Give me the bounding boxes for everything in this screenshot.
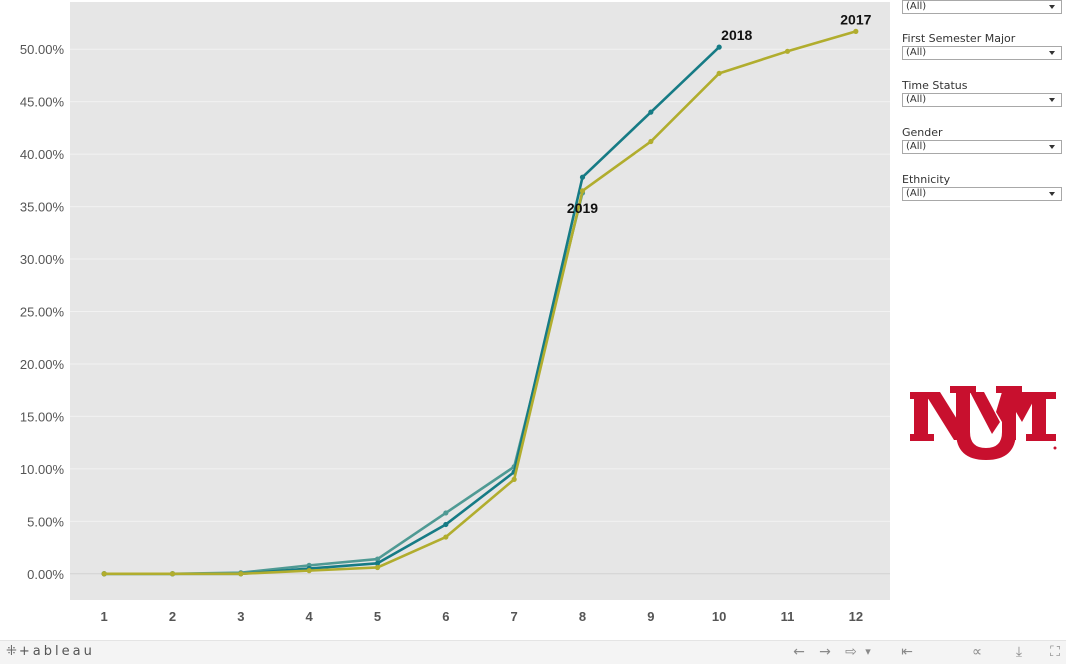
line-chart[interactable]: 0.00% 5.00% 10.00% 15.00% 20.00% 25.00% 30.00%… — [0, 0, 895, 628]
filter-label: Gender — [902, 126, 943, 139]
chevron-down-icon — [1049, 51, 1055, 55]
data-point — [853, 28, 859, 34]
data-point — [374, 560, 381, 566]
y-tick-label: 15.00% — [20, 409, 65, 424]
filter-value: (All) — [906, 94, 927, 105]
y-tick-label: 45.00% — [20, 95, 65, 110]
series-line-2017 — [104, 30, 857, 576]
x-tick-label: 8 — [579, 609, 586, 624]
revert-icon[interactable]: ⇨ — [845, 644, 857, 660]
x-tick-label: 4 — [306, 609, 314, 624]
download-icon[interactable]: ⤓ — [1015, 644, 1023, 660]
undo-icon[interactable]: ← — [793, 644, 805, 660]
unm-logo — [910, 382, 1060, 460]
tableau-logo[interactable]: ⁜ +ableau — [6, 644, 95, 659]
data-point — [306, 568, 312, 574]
filter-panel: (All) First Semester Major (All) Time St… — [902, 0, 1066, 628]
filter-dropdown[interactable]: (All) — [902, 187, 1062, 201]
data-point — [716, 44, 722, 50]
filter-value: (All) — [906, 141, 927, 152]
data-point — [238, 571, 244, 577]
y-tick-label: 40.00% — [20, 147, 65, 162]
tableau-wordmark: +ableau — [18, 644, 95, 659]
y-tick-label: 50.00% — [20, 42, 65, 57]
x-tick-label: 7 — [511, 609, 518, 624]
filter-label: Ethnicity — [902, 173, 951, 186]
y-tick-label: 0.00% — [27, 567, 64, 582]
data-point — [716, 70, 722, 76]
y-tick-label: 5.00% — [27, 514, 64, 529]
data-point — [374, 564, 381, 571]
plot-background — [70, 2, 890, 600]
filter-dropdown[interactable]: (All) — [902, 0, 1062, 14]
chevron-down-icon — [1049, 98, 1055, 102]
series-label: 2017 — [840, 11, 871, 27]
x-tick-label: 11 — [781, 609, 795, 624]
chart-svg: 0.00% 5.00% 10.00% 15.00% 20.00% 25.00% 30.00%… — [20, 2, 890, 624]
x-tick-label: 6 — [442, 609, 449, 624]
filter-dropdown[interactable]: (All) — [902, 140, 1062, 154]
data-point — [374, 556, 381, 562]
tableau-mark-icon: ⁜ — [6, 644, 17, 659]
data-point — [784, 48, 791, 54]
filter-value: (All) — [906, 188, 927, 199]
x-tick-label: 10 — [712, 609, 726, 624]
y-tick-label: 35.00% — [20, 200, 65, 215]
chevron-down-icon — [1049, 145, 1055, 149]
x-tick-label: 12 — [849, 609, 863, 624]
y-tick-label: 25.00% — [20, 304, 65, 319]
data-point — [648, 138, 654, 145]
filter-label: First Semester Major — [902, 32, 1016, 45]
data-point — [443, 521, 449, 528]
x-tick-label: 9 — [647, 609, 654, 624]
x-tick-label: 2 — [169, 609, 176, 624]
redo-icon[interactable]: → — [819, 644, 831, 660]
y-tick-label: 20.00% — [20, 357, 65, 372]
data-point — [101, 571, 107, 577]
y-tick-label: 10.00% — [20, 462, 65, 477]
tableau-toolbar: ⁜ +ableau ← → ⇨ ▾ ⇤ ∝ ⤓ ⛶ — [0, 640, 1066, 664]
x-tick-label: 5 — [374, 609, 381, 624]
unm-logo-graphic — [910, 386, 1057, 460]
dropdown-icon[interactable]: ▾ — [865, 645, 871, 658]
share-icon[interactable]: ∝ — [971, 644, 982, 660]
filter-dropdown[interactable]: (All) — [902, 46, 1062, 60]
data-point — [443, 510, 449, 516]
series-label: 2018 — [721, 27, 752, 43]
chevron-down-icon — [1049, 192, 1055, 196]
filter-value: (All) — [906, 47, 927, 58]
chevron-down-icon — [1049, 5, 1055, 9]
data-point — [648, 109, 654, 115]
series-label: 2019 — [567, 200, 598, 216]
y-tick-label: 30.00% — [20, 252, 65, 267]
data-point — [511, 476, 517, 482]
data-point — [169, 571, 176, 577]
filter-dropdown[interactable]: (All) — [902, 93, 1062, 107]
data-point — [579, 188, 586, 194]
data-point — [443, 534, 449, 540]
x-tick-label: 3 — [237, 609, 244, 624]
fullscreen-icon[interactable]: ⛶ — [1050, 644, 1060, 660]
reset-icon[interactable]: ⇤ — [901, 644, 913, 660]
filter-value: (All) — [906, 1, 927, 12]
x-tick-label: 1 — [101, 609, 108, 624]
filter-label: Time Status — [902, 79, 968, 92]
data-point — [579, 174, 586, 180]
